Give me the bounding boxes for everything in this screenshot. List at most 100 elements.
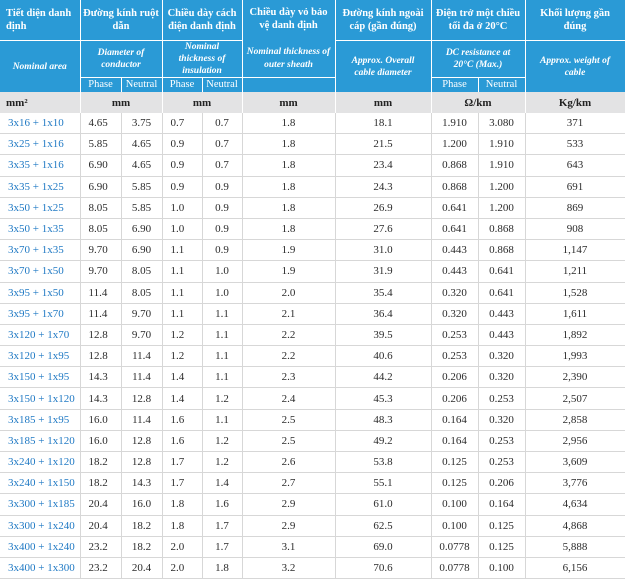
cell-resistance-neutral: 0.253 <box>478 430 526 453</box>
cell-insulation-neutral: 1.1 <box>202 324 243 347</box>
table-row: 3x95 + 1x50 11.4 8.05 1.1 1.0 2.0 35.4 0.320 0.6… <box>0 282 625 304</box>
table-row: 3x300 + 1x240 20.4 18.2 1.8 1.7 2.9 62.5 0.100 0… <box>0 515 625 537</box>
header-weight-vi: Khối lượng gần đúng <box>525 0 625 41</box>
header-resistance-phase: Phase <box>431 77 479 92</box>
cell-resistance-phase: 0.206 <box>431 366 479 389</box>
table-body: 3x16 + 1x10 4.65 3.75 0.7 0.7 1.8 18.1 1.910 3.0… <box>0 113 625 579</box>
table-row: 3x240 + 1x150 18.2 14.3 1.7 1.4 2.7 55.1 0.125 0… <box>0 472 625 495</box>
cell-insulation-neutral: 0.9 <box>202 218 243 241</box>
cell-insulation-neutral: 1.6 <box>202 493 243 516</box>
cell-resistance-neutral: 0.641 <box>478 260 526 283</box>
cell-weight: 3,776 <box>525 472 625 495</box>
cell-nominal-area: 3x70 + 1x50 <box>0 260 81 283</box>
cell-insulation-neutral: 1.2 <box>202 430 243 453</box>
cell-weight: 371 <box>525 113 625 135</box>
cell-insulation-neutral: 0.9 <box>202 197 243 219</box>
cell-overall-diameter: 24.3 <box>335 176 432 198</box>
cell-diameter-phase: 6.90 <box>80 176 122 198</box>
cell-sheath-thickness: 2.1 <box>242 303 336 325</box>
cell-overall-diameter: 18.1 <box>335 113 432 135</box>
cell-resistance-phase: 0.125 <box>431 472 479 495</box>
cell-weight: 1,611 <box>525 303 625 325</box>
cell-diameter-neutral: 6.90 <box>121 218 163 241</box>
cell-diameter-neutral: 5.85 <box>121 176 163 198</box>
cell-overall-diameter: 44.2 <box>335 366 432 389</box>
cell-diameter-neutral: 6.90 <box>121 239 163 262</box>
cell-diameter-neutral: 18.2 <box>121 536 163 558</box>
cell-nominal-area: 3x35 + 1x16 <box>0 154 81 177</box>
cell-sheath-thickness: 2.9 <box>242 493 336 516</box>
cell-nominal-area: 3x400 + 1x240 <box>0 536 81 558</box>
cell-resistance-neutral: 0.641 <box>478 282 526 304</box>
cell-nominal-area: 3x50 + 1x35 <box>0 218 81 241</box>
cell-insulation-neutral: 1.0 <box>202 282 243 304</box>
header-row-english: Nominal area Diameter of conductor Nomin… <box>0 40 625 92</box>
cell-weight: 1,993 <box>525 345 625 368</box>
cell-sheath-thickness: 2.7 <box>242 472 336 495</box>
header-insulation-vi: Chiều dày cách điện danh định <box>162 0 243 41</box>
cell-diameter-neutral: 12.8 <box>121 451 163 474</box>
cell-weight: 1,892 <box>525 324 625 347</box>
cell-overall-diameter: 39.5 <box>335 324 432 347</box>
cell-resistance-neutral: 0.100 <box>478 557 526 579</box>
cell-overall-diameter: 49.2 <box>335 430 432 453</box>
cell-resistance-phase: 0.253 <box>431 324 479 347</box>
cell-diameter-phase: 18.2 <box>80 472 122 495</box>
cell-sheath-thickness: 2.3 <box>242 366 336 389</box>
header-insulation-en: Nominal thickness of insulation <box>162 40 243 78</box>
cell-sheath-thickness: 1.8 <box>242 154 336 177</box>
cell-diameter-phase: 11.4 <box>80 282 122 304</box>
cell-insulation-phase: 2.0 <box>162 536 203 558</box>
cell-insulation-phase: 1.0 <box>162 197 203 219</box>
cell-diameter-phase: 23.2 <box>80 557 122 579</box>
cell-sheath-thickness: 1.8 <box>242 197 336 219</box>
cell-diameter-neutral: 11.4 <box>121 366 163 389</box>
cell-resistance-neutral: 0.868 <box>478 239 526 262</box>
cell-resistance-phase: 0.320 <box>431 303 479 325</box>
cell-resistance-neutral: 0.320 <box>478 366 526 389</box>
header-resistance-neutral: Neutral <box>478 77 526 92</box>
cell-nominal-area: 3x50 + 1x25 <box>0 197 81 219</box>
cell-diameter-phase: 8.05 <box>80 197 122 219</box>
cell-insulation-phase: 1.0 <box>162 218 203 241</box>
header-diameter-en: Diameter of conductor <box>80 40 163 78</box>
cell-insulation-neutral: 1.7 <box>202 536 243 558</box>
header-resistance-en: DC resistance at 20°C (Max.) <box>431 40 526 78</box>
cell-overall-diameter: 26.9 <box>335 197 432 219</box>
cell-sheath-thickness: 3.2 <box>242 557 336 579</box>
cell-insulation-neutral: 1.1 <box>202 303 243 325</box>
table-row: 3x70 + 1x35 9.70 6.90 1.1 0.9 1.9 31.0 0.443 0.8… <box>0 239 625 262</box>
cell-diameter-phase: 16.0 <box>80 430 122 453</box>
cell-nominal-area: 3x120 + 1x70 <box>0 324 81 347</box>
unit-insulation: mm <box>162 92 243 113</box>
header-row-vietnamese: Tiết diện danh định Đường kính ruột dẫn … <box>0 0 625 78</box>
cell-nominal-area: 3x16 + 1x10 <box>0 113 81 135</box>
table-row: 3x50 + 1x35 8.05 6.90 1.0 0.9 1.8 27.6 0.641 0.8… <box>0 218 625 241</box>
cell-diameter-neutral: 11.4 <box>121 409 163 431</box>
cell-nominal-area: 3x240 + 1x120 <box>0 451 81 474</box>
cell-weight: 5,888 <box>525 536 625 558</box>
cell-resistance-phase: 0.100 <box>431 515 479 537</box>
cell-diameter-neutral: 20.4 <box>121 557 163 579</box>
cell-insulation-phase: 1.6 <box>162 409 203 431</box>
cell-sheath-thickness: 2.5 <box>242 430 336 453</box>
cell-diameter-neutral: 16.0 <box>121 493 163 516</box>
table-row: 3x150 + 1x120 14.3 12.8 1.4 1.2 2.4 45.3 0.206 0… <box>0 387 625 410</box>
cell-diameter-neutral: 9.70 <box>121 303 163 325</box>
header-sheath-filler <box>242 77 336 92</box>
cell-overall-diameter: 45.3 <box>335 387 432 410</box>
cell-nominal-area: 3x185 + 1x95 <box>0 409 81 431</box>
cell-overall-diameter: 36.4 <box>335 303 432 325</box>
unit-diameter: mm <box>80 92 163 113</box>
cell-weight: 908 <box>525 218 625 241</box>
header-insulation-neutral: Neutral <box>202 77 243 92</box>
cell-resistance-neutral: 0.443 <box>478 303 526 325</box>
cell-diameter-phase: 23.2 <box>80 536 122 558</box>
cell-overall-diameter: 62.5 <box>335 515 432 537</box>
cell-insulation-phase: 1.8 <box>162 493 203 516</box>
cell-diameter-neutral: 8.05 <box>121 282 163 304</box>
cell-resistance-neutral: 0.253 <box>478 451 526 474</box>
cell-weight: 4,634 <box>525 493 625 516</box>
cell-weight: 1,211 <box>525 260 625 283</box>
